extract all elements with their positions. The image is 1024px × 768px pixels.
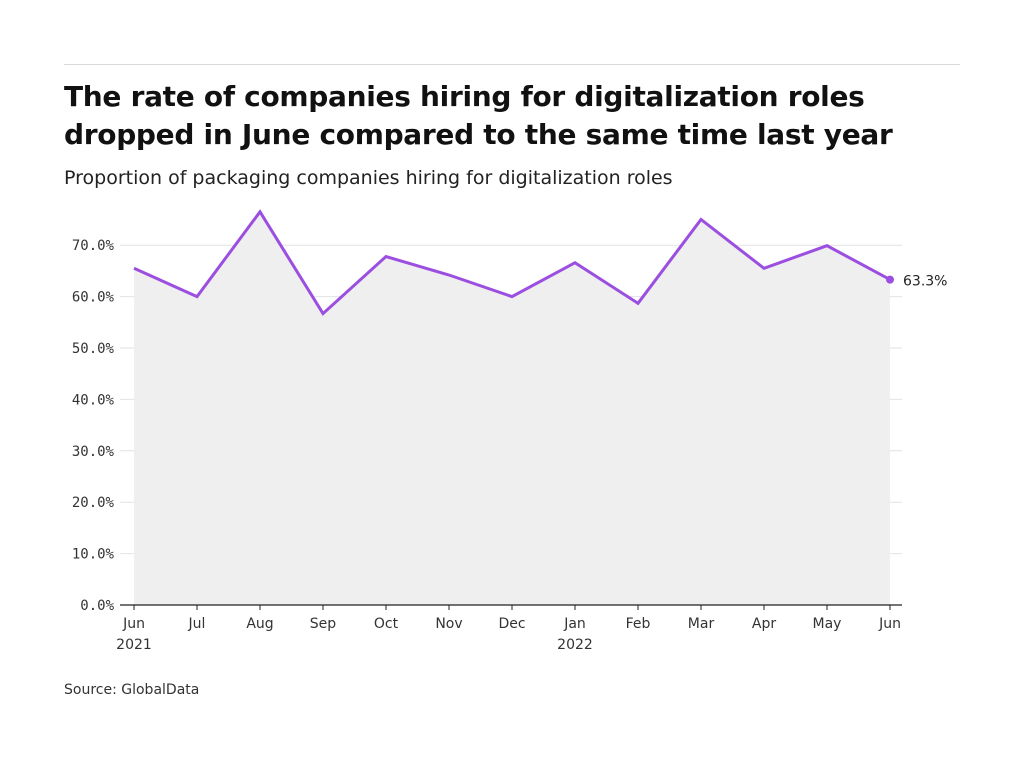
x-tick-label: Jul bbox=[188, 616, 206, 632]
x-tick-label: Nov bbox=[435, 616, 462, 632]
x-tick-label: Jun bbox=[122, 616, 145, 632]
x-tick-year-label: 2022 bbox=[557, 637, 593, 653]
end-value-label: 63.3% bbox=[903, 274, 947, 290]
x-tick-label: Mar bbox=[688, 616, 715, 632]
top-rule bbox=[64, 64, 960, 65]
x-tick-label: Aug bbox=[246, 616, 273, 632]
y-tick-label: 0.0% bbox=[80, 598, 114, 614]
x-tick-label: Sep bbox=[310, 616, 337, 632]
y-tick-label: 40.0% bbox=[72, 392, 115, 408]
y-tick-label: 10.0% bbox=[72, 547, 115, 563]
y-tick-label: 60.0% bbox=[72, 290, 115, 306]
x-tick-label: May bbox=[813, 616, 842, 632]
y-axis: 0.0% 10.0% 20.0% 30.0% 40.0% 50.0% 60.0% 70.0% bbox=[72, 238, 115, 614]
y-tick-label: 20.0% bbox=[72, 495, 115, 511]
x-tick-label: Oct bbox=[374, 616, 399, 632]
x-tick-label: Feb bbox=[626, 616, 651, 632]
x-tick-label: Dec bbox=[498, 616, 525, 632]
x-tick-label: Jan bbox=[563, 616, 586, 632]
y-tick-label: 70.0% bbox=[72, 238, 115, 254]
source-note: Source: GlobalData bbox=[64, 682, 200, 698]
y-tick-label: 30.0% bbox=[72, 444, 115, 460]
y-tick-label: 50.0% bbox=[72, 341, 115, 357]
chart-title: The rate of companies hiring for digital… bbox=[64, 80, 893, 151]
end-marker-group: 63.3% bbox=[886, 274, 947, 290]
chart-subtitle: Proportion of packaging companies hiring… bbox=[64, 167, 673, 189]
x-tick-label: Apr bbox=[752, 616, 776, 632]
end-point-marker bbox=[886, 275, 894, 284]
series-line bbox=[133, 209, 891, 316]
x-tick-year-label: 2021 bbox=[116, 637, 152, 653]
x-axis: Jun 2021 Jul Aug Sep Oct Nov Dec Jan 2022 Feb Mar Ap… bbox=[116, 605, 901, 653]
area-fill bbox=[134, 211, 890, 606]
x-tick-label: Jun bbox=[878, 616, 901, 632]
